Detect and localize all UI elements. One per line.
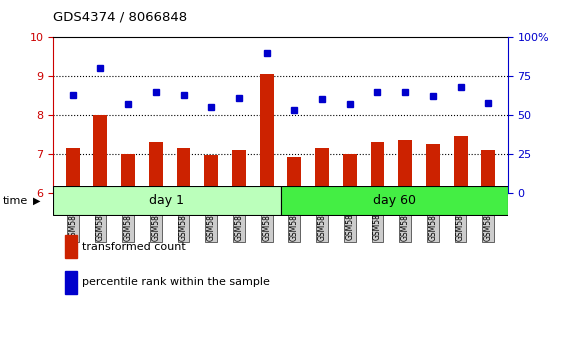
Bar — [426, 144, 440, 193]
Bar — [398, 141, 412, 193]
Bar — [371, 142, 384, 193]
Bar — [65, 271, 77, 294]
Bar — [177, 148, 190, 193]
Bar — [66, 148, 80, 193]
Bar — [287, 157, 301, 193]
Bar — [204, 155, 218, 193]
Bar — [315, 148, 329, 193]
Bar — [65, 235, 77, 258]
FancyBboxPatch shape — [280, 187, 508, 215]
Bar — [481, 150, 495, 193]
Text: ▶: ▶ — [33, 196, 40, 206]
Text: day 60: day 60 — [373, 194, 416, 207]
Bar — [260, 74, 274, 193]
Bar — [149, 142, 163, 193]
Text: day 1: day 1 — [149, 194, 185, 207]
Bar — [343, 154, 357, 193]
Bar — [94, 115, 107, 193]
Text: percentile rank within the sample: percentile rank within the sample — [82, 278, 270, 287]
FancyBboxPatch shape — [53, 187, 280, 215]
Text: transformed count: transformed count — [82, 242, 186, 252]
Text: GDS4374 / 8066848: GDS4374 / 8066848 — [53, 11, 187, 24]
Bar — [454, 137, 467, 193]
Bar — [121, 154, 135, 193]
Text: time: time — [3, 196, 28, 206]
Bar — [232, 150, 246, 193]
